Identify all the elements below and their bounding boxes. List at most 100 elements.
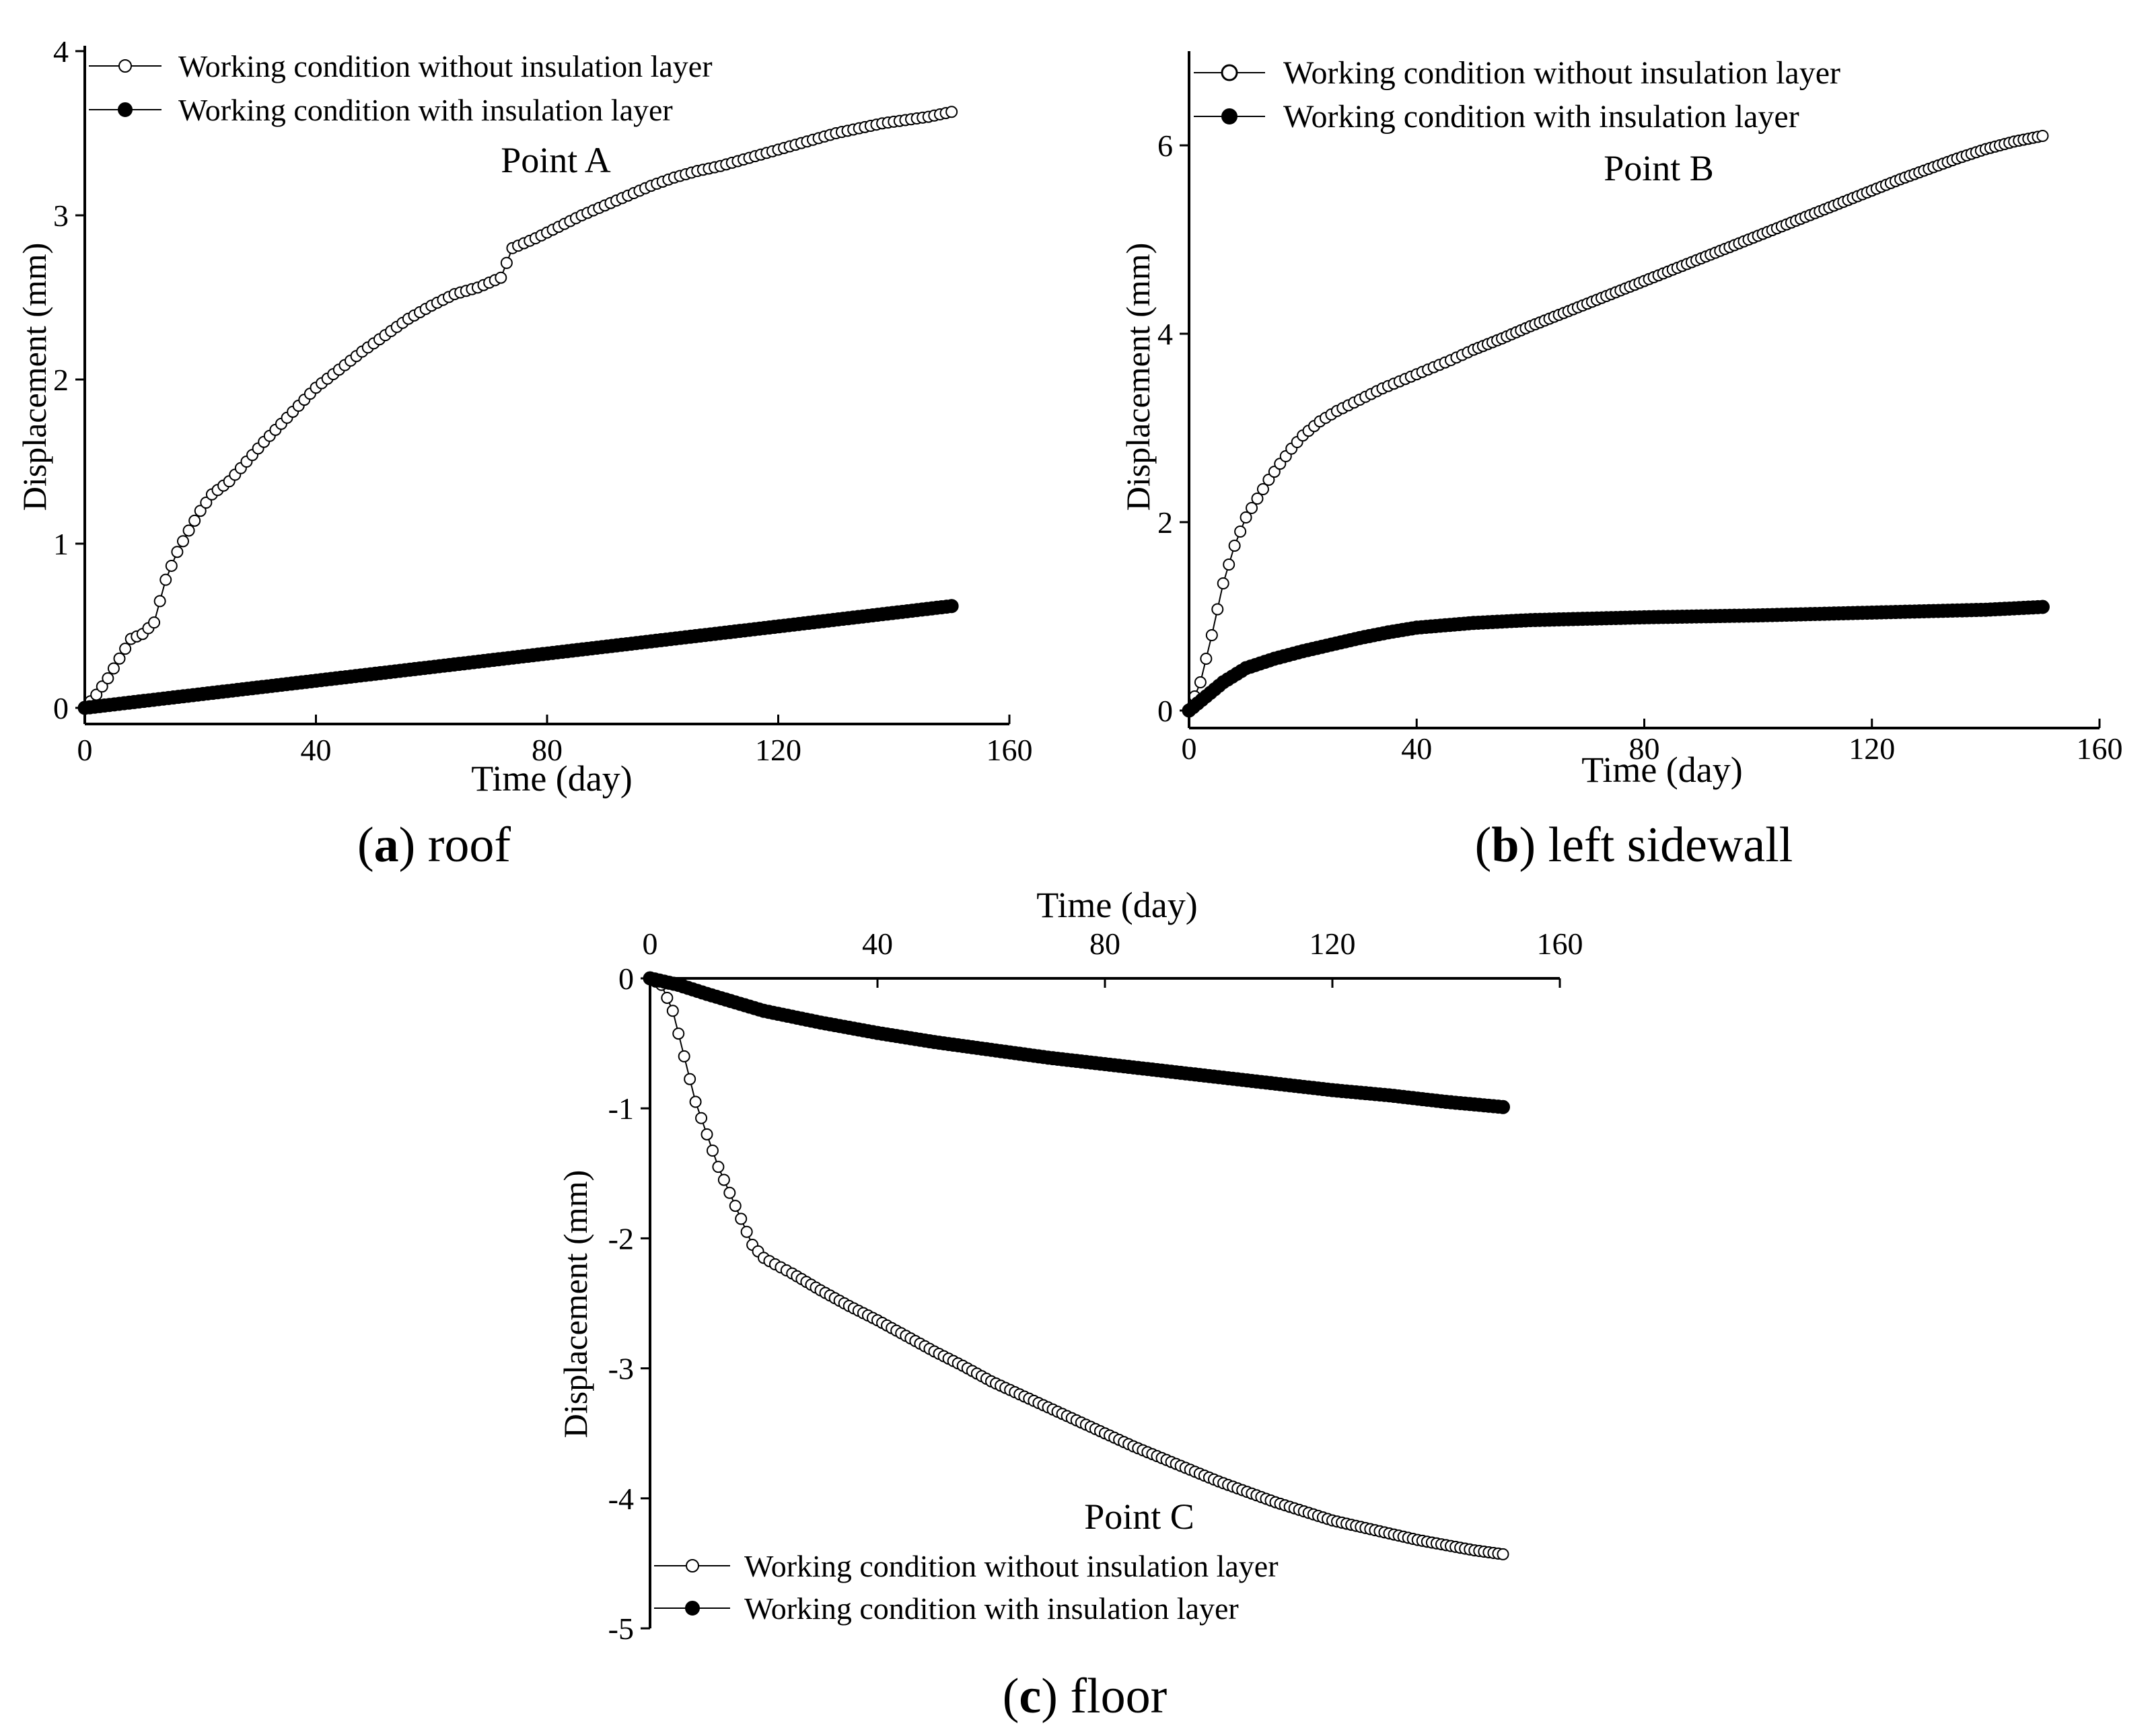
- panel-b-x-axis-label: Time (day): [1581, 750, 1743, 790]
- panel-a-series-0-point: [159, 573, 172, 586]
- panel-c-x-ticks: 0 40 80 120 160: [643, 927, 1583, 988]
- panel-b-series-0-point: [1240, 511, 1252, 523]
- panel-c-y-tick-label--1: -1: [608, 1091, 634, 1126]
- panel-a-series-0-point: [148, 616, 161, 629]
- panel-b-series-0-point: [1268, 466, 1281, 478]
- panel-b-series-0-point: [1194, 676, 1207, 688]
- panel-b-x-tick-label-160: 160: [2077, 731, 2123, 766]
- panel-c-y-tick-label-0: 0: [618, 962, 634, 996]
- panel-c-series-0-point: [701, 1128, 713, 1141]
- panel-a-legend: Working condition without insulation lay…: [89, 49, 713, 127]
- panel-c-series-0-point: [695, 1112, 708, 1124]
- panel-c-series-0-point: [717, 1173, 730, 1186]
- panel-a-y-ticks: 0 1 2 3 4: [53, 34, 85, 725]
- panel-c-x-tick-label-160: 160: [1537, 927, 1583, 961]
- panel-b-caption-open: (: [1475, 818, 1492, 873]
- panel-c-series-layer: [643, 971, 1510, 1560]
- panel-b-series-0-point: [1217, 577, 1229, 589]
- panel-a-series-0-point: [113, 652, 126, 665]
- panel-a-x-tick-label-160: 160: [987, 733, 1033, 767]
- panel-a-series-0-point: [107, 662, 120, 675]
- panel-b-y-tick-label-4: 4: [1157, 317, 1173, 351]
- panel-a-y-tick-label-4: 4: [53, 34, 69, 69]
- panel-a-series-0-point: [171, 546, 184, 558]
- panel-c-series-0-point: [712, 1161, 725, 1173]
- panel-b-caption-text: ) left sidewall: [1519, 818, 1793, 873]
- panel-c-x-axis-label: Time (day): [1036, 885, 1198, 925]
- panel-a-series-0-point: [495, 271, 507, 284]
- panel-a-roof: 0 40 80 120 160 0 1 2 3 4 Time (day) Displacemen…: [15, 34, 1033, 873]
- panel-a-y-tick-label-0: 0: [53, 691, 69, 725]
- panel-b-series-0-point: [1223, 558, 1235, 571]
- panel-a-point-label: Point A: [501, 140, 611, 180]
- panel-c-series-0-point: [706, 1144, 719, 1157]
- panel-b-series-0-point: [1251, 493, 1264, 505]
- panel-a-caption-letter: a: [374, 818, 399, 873]
- panel-b-y-tick-label-0: 0: [1157, 694, 1173, 728]
- panel-b-series-0-point: [1256, 483, 1269, 495]
- panel-c-series-1-point: [1496, 1099, 1510, 1114]
- panel-c-series-0-point: [684, 1073, 696, 1085]
- panel-c-y-axis-label: Displacement (mm): [557, 1170, 594, 1439]
- panel-a-x-tick-label-40: 40: [301, 733, 332, 767]
- panel-c-series-0-point: [740, 1225, 753, 1238]
- panel-c-legend-label-1: Working condition without insulation lay…: [744, 1549, 1279, 1583]
- panel-a-series-0-point: [188, 514, 201, 527]
- panel-b-legend-label-2: Working condition with insulation layer: [1283, 99, 1799, 135]
- panel-c-x-tick-label-0: 0: [643, 927, 658, 961]
- panel-a-series-0-point: [165, 559, 178, 572]
- panel-c-series-0-point: [672, 1027, 685, 1040]
- panel-c-x-tick-label-40: 40: [862, 927, 893, 961]
- panel-b-series-0-point: [1246, 502, 1258, 514]
- panel-a-legend-marker-open: [118, 59, 132, 73]
- panel-a-x-tick-label-120: 120: [755, 733, 801, 767]
- panel-c-series-0-point: [1497, 1548, 1509, 1560]
- panel-c-x-tick-label-80: 80: [1089, 927, 1120, 961]
- panel-a-series-0-point: [194, 505, 207, 517]
- panel-a-series-0-point: [945, 106, 958, 118]
- panel-c-series-0-point: [661, 991, 674, 1004]
- panel-a-series-layer: [77, 106, 959, 715]
- panel-a-series-0-point: [102, 672, 114, 685]
- panel-c-caption-open: (: [1003, 1669, 1019, 1724]
- panel-a-series-0-point: [153, 595, 166, 608]
- panel-a-legend-label-2: Working condition with insulation layer: [178, 93, 673, 127]
- panel-c-y-tick-label--5: -5: [608, 1612, 634, 1646]
- panel-c-y-tick-label--3: -3: [608, 1352, 634, 1386]
- panel-c-series-0-point: [735, 1213, 748, 1225]
- panel-a-x-tick-label-0: 0: [77, 733, 93, 767]
- panel-a-y-axis-label: Displacement (mm): [15, 243, 53, 511]
- panel-b-x-tick-label-40: 40: [1401, 731, 1432, 766]
- panel-b-point-label: Point B: [1604, 148, 1714, 188]
- panel-c-legend-marker-open: [686, 1559, 699, 1572]
- panel-b-caption: (b) left sidewall: [1475, 818, 1793, 873]
- panel-a-series-0-point: [119, 643, 132, 655]
- panel-a-caption-text: ) roof: [399, 818, 511, 873]
- panel-a-x-ticks: 0 40 80 120 160: [77, 715, 1033, 767]
- panel-c-point-label: Point C: [1084, 1496, 1194, 1537]
- panel-b-y-tick-label-6: 6: [1157, 129, 1173, 163]
- panel-b-legend-marker-open: [1221, 64, 1238, 81]
- panel-a-series-0-point: [200, 497, 213, 509]
- panel-c-y-ticks: 0 -1 -2 -3 -4 -5: [608, 962, 650, 1646]
- panel-c-series-0-point: [666, 1005, 679, 1017]
- panel-b-series-0-point: [2036, 130, 2049, 142]
- panel-b-y-tick-label-2: 2: [1157, 505, 1173, 540]
- panel-b-left-sidewall: 0 40 80 120 160 0 2 4 6 Time (day) Displacement…: [1119, 51, 2123, 873]
- panel-b-legend: Working condition without insulation lay…: [1194, 55, 1840, 135]
- panel-c-x-tick-label-120: 120: [1310, 927, 1356, 961]
- panel-a-series-0-point: [96, 680, 108, 693]
- panel-a-legend-marker-filled: [118, 102, 133, 117]
- panel-b-x-tick-label-120: 120: [1849, 731, 1895, 766]
- panel-c-floor: 0 40 80 120 160 0 -1 -2 -3 -4 -5 Time (day) Displ…: [557, 885, 1583, 1724]
- panel-a-y-tick-label-1: 1: [53, 527, 69, 561]
- panel-a-series-0-point: [176, 535, 189, 548]
- panel-c-y-tick-label--2: -2: [608, 1221, 634, 1256]
- panel-a-y-tick-label-3: 3: [53, 198, 69, 233]
- panel-c-legend-label-2: Working condition with insulation layer: [744, 1591, 1239, 1626]
- panel-c-legend: Working condition without insulation lay…: [654, 1549, 1279, 1626]
- panel-a-legend-label-1: Working condition without insulation lay…: [178, 49, 713, 83]
- panel-b-series-1-point: [2035, 600, 2050, 614]
- panel-b-x-tick-label-80: 80: [1629, 731, 1660, 766]
